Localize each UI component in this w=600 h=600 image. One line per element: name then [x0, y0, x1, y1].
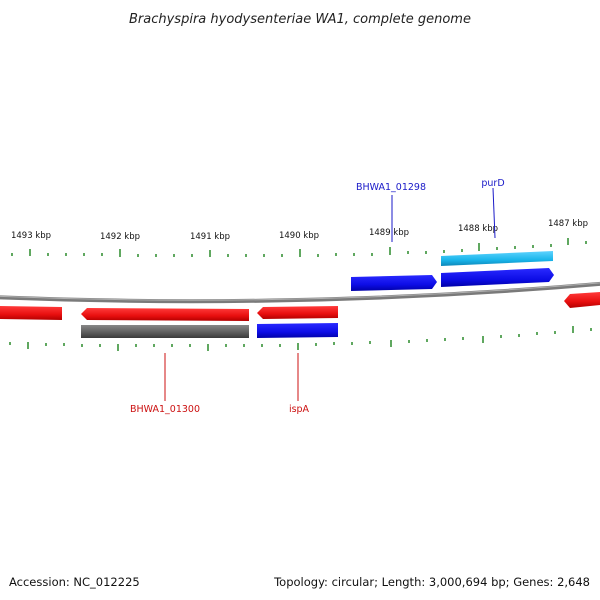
tick-label-1489: 1489 kbp	[369, 228, 409, 238]
feature-reverse-right[interactable]	[564, 292, 600, 308]
genome-backbone	[0, 281, 600, 304]
feature-ispa-reverse[interactable]	[257, 306, 338, 319]
leader-purd	[492, 187, 496, 239]
feature-ispa[interactable]	[257, 323, 338, 338]
accession-text: Accession: NC_012225	[9, 575, 140, 589]
feature-bhwa1-01300[interactable]	[81, 325, 249, 338]
tick-label-1488: 1488 kbp	[458, 224, 498, 234]
tick-label-1491: 1491 kbp	[190, 232, 230, 242]
feature-bhwa1-01300-reverse[interactable]	[81, 308, 249, 321]
feature-purd[interactable]	[441, 268, 554, 287]
tick-label-1487: 1487 kbp	[548, 219, 588, 229]
gene-label-bhwa1-01298[interactable]: BHWA1_01298	[356, 182, 426, 193]
gene-label-ispa[interactable]: ispA	[289, 404, 310, 415]
feature-bhwa1-01298[interactable]	[351, 275, 437, 291]
gene-label-bhwa1-01300[interactable]: BHWA1_01300	[130, 404, 200, 415]
scale-labels: 1493 kbp 1492 kbp 1491 kbp 1490 kbp 1489…	[11, 219, 588, 242]
genome-summary-text: Topology: circular; Length: 3,000,694 bp…	[273, 575, 590, 589]
upper-tick-row	[11, 238, 587, 257]
gene-label-purd[interactable]: purD	[481, 178, 504, 189]
feature-rna-purd[interactable]	[441, 251, 553, 266]
tick-label-1493: 1493 kbp	[11, 231, 51, 241]
tick-label-1490: 1490 kbp	[279, 231, 319, 241]
lower-tick-row	[9, 326, 592, 351]
feature-reverse-left[interactable]	[0, 306, 62, 320]
tick-label-1492: 1492 kbp	[100, 232, 140, 242]
page-title: Brachyspira hyodysenteriae WA1, complete…	[129, 12, 471, 27]
